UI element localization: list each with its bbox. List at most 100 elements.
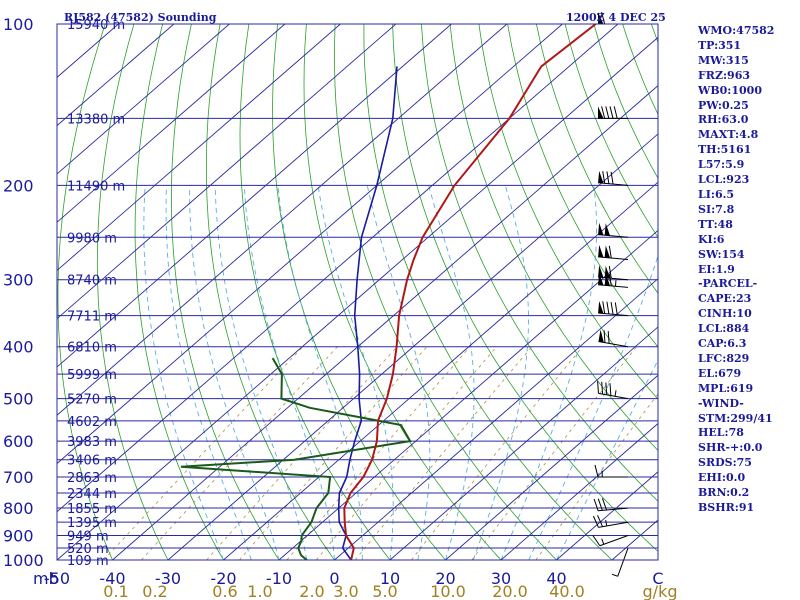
barb-pennant (604, 245, 611, 258)
index-row: L57:5.9 (698, 158, 745, 172)
index-row: MPL:619 (698, 381, 754, 395)
mixing-ratio-line (411, 346, 583, 560)
index-row: CINH:10 (698, 307, 752, 321)
barb-flag (597, 498, 603, 511)
barb-pennant (598, 301, 604, 314)
pressure-tick-label: 700 (3, 468, 34, 487)
mixing-ratio-label: 2.0 (299, 582, 324, 600)
index-row: WB0:1000 (698, 83, 762, 97)
mixing-ratio-label: 3.0 (333, 582, 358, 600)
mixing-ratio-label: 0.6 (212, 582, 237, 600)
mixing-ratio-line (535, 393, 658, 560)
barb-pennant (604, 223, 611, 236)
barb-flag (610, 171, 614, 185)
mixing-ratio-label: 5.0 (372, 582, 397, 600)
index-row: WMO:47582 (698, 24, 775, 37)
barb-flag (614, 302, 618, 315)
isotherm (57, 24, 175, 127)
index-row: SHR-+:0.0 (698, 441, 763, 455)
temperature-tick-label: -40 (99, 569, 125, 588)
isotherm (112, 85, 658, 560)
index-row: CAPE:23 (698, 292, 752, 306)
barb-pennant (598, 244, 604, 258)
wind-barb (598, 170, 629, 186)
dry-adiabat (303, 24, 502, 560)
barb-flag (607, 330, 610, 344)
barb-flag (609, 106, 614, 119)
indices-panel: WMO:47582 TP:351 MW:315 FRZ:963 WB0:1000 PW:0… (698, 24, 798, 516)
barb-flag (601, 11, 606, 25)
index-row: PW:0.25 (698, 98, 749, 112)
index-row: BRN:0.2 (698, 486, 750, 500)
index-row: -WIND- (698, 396, 744, 410)
moist-adiabat (500, 185, 598, 560)
height-label: 15940 m (67, 18, 125, 33)
height-label: 1395 m (67, 516, 117, 531)
isotherm (167, 133, 658, 560)
barb-flag (608, 265, 612, 279)
barb-flag (606, 171, 610, 184)
index-row: EHI:0.0 (698, 471, 746, 485)
barb-flag (597, 381, 599, 394)
isotherm (500, 422, 658, 560)
height-label: 109 m (67, 554, 109, 569)
index-row: FRZ:963 (698, 68, 751, 82)
grid-lines (57, 24, 658, 560)
wind-barb (598, 329, 629, 348)
barb-flag (610, 301, 614, 315)
isotherm (57, 24, 286, 223)
dry-adiabat (363, 24, 613, 560)
index-row: EL:679 (698, 366, 742, 380)
celsius-label: C (652, 569, 663, 588)
barb-flag (608, 245, 612, 259)
moist-adiabat (556, 359, 658, 560)
temperature-tick-label: 20 (435, 569, 455, 588)
mixing-ratio-label: 0.2 (142, 582, 167, 600)
index-row: -PARCEL- (698, 277, 758, 291)
height-label: 6810 m (67, 341, 117, 356)
barb-pennant (604, 273, 611, 286)
barb-flag (601, 498, 607, 511)
pressure-tick-label: 300 (3, 271, 34, 290)
wind-barb (593, 498, 629, 512)
barb-flag (606, 301, 610, 315)
temperature-tick-label: -10 (266, 569, 292, 588)
dewpoint-profile (180, 357, 412, 560)
wind-barb (611, 547, 629, 577)
index-row: LFC:829 (698, 351, 750, 365)
isotherm (57, 24, 230, 175)
moist-adiabat (143, 185, 224, 560)
barb-half-flag (605, 519, 608, 527)
wind-barb (598, 272, 629, 288)
moist-adiabat (214, 185, 308, 560)
barb-half-flag (614, 280, 617, 287)
dry-adiabat (392, 24, 658, 552)
height-label: 7711 m (67, 310, 117, 325)
chart-title: RJ582 (47582) Sounding (64, 11, 217, 24)
height-label: 949 m (67, 529, 109, 544)
height-label: 8740 m (67, 274, 117, 289)
wind-barb (598, 222, 629, 238)
pressure-tick-label: 500 (3, 390, 34, 409)
temperature-tick-label: -30 (155, 569, 181, 588)
height-label: 11490 m (67, 179, 125, 194)
mixing-ratio-line (103, 346, 304, 560)
wind-barb (598, 244, 629, 260)
isotherm (57, 24, 563, 465)
index-row: LCL:884 (698, 322, 750, 336)
mixing-ratio-label: 20.0 (492, 582, 528, 600)
barb-half-flag (611, 573, 618, 577)
index-row: TP:351 (698, 38, 742, 52)
barb-staff (599, 535, 629, 547)
barb-flag (603, 330, 606, 343)
index-row: SI:7.8 (698, 202, 735, 216)
pressure-tick-label: 800 (3, 499, 34, 518)
index-row: MAXT:4.8 (698, 128, 759, 142)
height-label: 3406 m (67, 454, 117, 469)
dry-adiabat (134, 24, 224, 560)
index-row: TH:5161 (698, 143, 752, 157)
pressure-tick-label: 100 (3, 15, 34, 34)
isotherm (57, 24, 397, 320)
